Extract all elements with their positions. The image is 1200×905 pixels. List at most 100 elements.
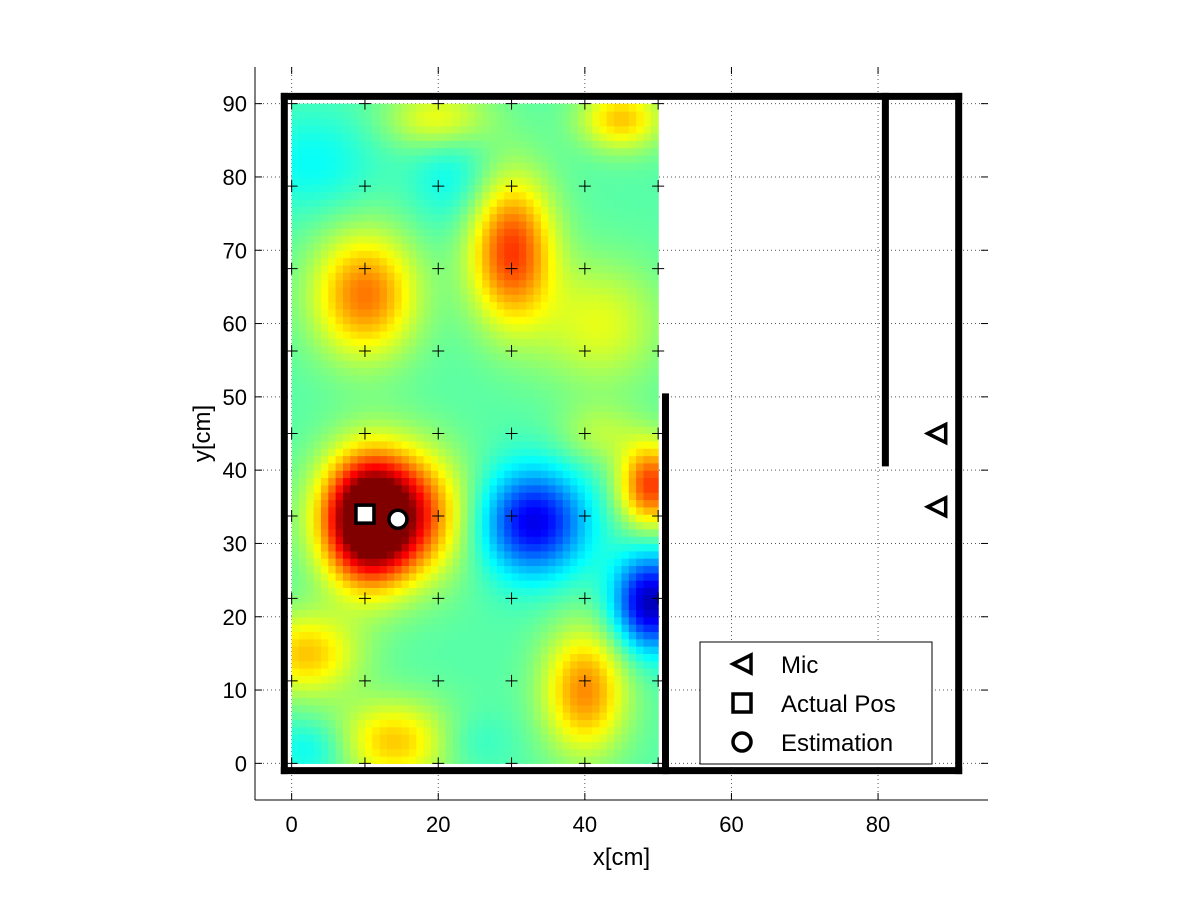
heatmap-cell: [430, 580, 439, 589]
x-axis-label: x[cm]: [593, 844, 650, 871]
heatmap-cell: [416, 668, 425, 676]
heatmap-cell: [320, 191, 329, 200]
heatmap-cell: [584, 558, 593, 567]
heatmap-cell: [320, 242, 329, 251]
heatmap-cell: [518, 492, 527, 501]
heatmap-cell: [335, 550, 344, 559]
heatmap-cell: [636, 558, 645, 567]
heatmap-cell: [636, 448, 645, 457]
heatmap-cell: [548, 572, 557, 581]
heatmap-cell: [291, 572, 300, 581]
heatmap-cell: [599, 250, 608, 259]
heatmap-cell: [423, 572, 432, 581]
heatmap-cell: [452, 228, 461, 237]
heatmap-cell: [423, 396, 432, 405]
heatmap-cell: [394, 704, 403, 713]
heatmap-cell: [401, 418, 410, 427]
heatmap-cell: [291, 147, 300, 156]
heatmap-cell: [416, 110, 425, 119]
heatmap-cell: [643, 294, 652, 303]
heatmap-cell: [592, 440, 601, 449]
heatmap-cell: [328, 521, 337, 530]
heatmap-cell: [445, 741, 454, 750]
heatmap-cell: [291, 301, 300, 310]
heatmap-cell: [621, 132, 630, 141]
heatmap-cell: [526, 110, 535, 119]
heatmap-cell: [577, 110, 586, 119]
heatmap-cell: [482, 242, 491, 251]
heatmap-cell: [496, 580, 505, 589]
heatmap-cell: [467, 220, 476, 229]
heatmap-cell: [562, 756, 571, 764]
heatmap-cell: [445, 286, 454, 295]
heatmap-cell: [430, 726, 439, 735]
heatmap-cell: [599, 587, 608, 596]
heatmap-cell: [452, 396, 461, 405]
heatmap-cell: [416, 536, 425, 545]
heatmap-cell: [562, 653, 571, 662]
heatmap-cell: [298, 294, 307, 303]
heatmap-cell: [562, 521, 571, 530]
heatmap-cell: [372, 499, 381, 508]
heatmap-cell: [320, 734, 329, 742]
heatmap-cell: [496, 323, 505, 332]
heatmap-cell: [430, 110, 439, 119]
heatmap-cell: [438, 609, 447, 618]
heatmap-cell: [416, 682, 425, 691]
heatmap-cell: [291, 653, 300, 662]
heatmap-cell: [504, 191, 513, 200]
heatmap-cell: [599, 308, 608, 317]
heatmap-cell: [379, 587, 388, 596]
heatmap-cell: [606, 103, 615, 112]
heatmap-cell: [650, 492, 659, 501]
heatmap-cell: [313, 631, 322, 640]
heatmap-cell: [606, 242, 615, 251]
heatmap-cell: [533, 704, 542, 713]
heatmap-cell: [606, 316, 615, 325]
heatmap-cell: [328, 184, 337, 193]
heatmap-cell: [482, 756, 491, 764]
heatmap-cell: [504, 323, 513, 332]
heatmap-cell: [592, 367, 601, 376]
heatmap-cell: [599, 389, 608, 398]
heatmap-cell: [555, 301, 564, 310]
heatmap-cell: [335, 330, 344, 339]
heatmap-cell: [496, 389, 505, 398]
heatmap-cell: [438, 660, 447, 669]
heatmap-cell: [643, 352, 652, 361]
heatmap-cell: [592, 264, 601, 273]
heatmap-cell: [467, 154, 476, 163]
heatmap-cell: [614, 587, 623, 596]
heatmap-cell: [518, 330, 527, 339]
heatmap-cell: [555, 638, 564, 647]
heatmap-cell: [474, 572, 483, 581]
heatmap-cell: [291, 580, 300, 589]
heatmap-cell: [474, 257, 483, 266]
heatmap-cell: [379, 748, 388, 757]
heatmap-cell: [555, 748, 564, 757]
heatmap-cell: [320, 294, 329, 303]
heatmap-cell: [291, 294, 300, 303]
grid-marker: [505, 345, 518, 358]
heatmap-cell: [423, 250, 432, 259]
heatmap-cell: [379, 330, 388, 339]
heatmap-cell: [372, 470, 381, 479]
heatmap-cell: [460, 308, 469, 317]
heatmap-cell: [460, 660, 469, 669]
heatmap-cell: [408, 433, 417, 442]
heatmap-cell: [599, 550, 608, 559]
heatmap-cell: [592, 140, 601, 149]
heatmap-cell: [628, 624, 637, 633]
heatmap-cell: [643, 712, 652, 720]
heatmap-cell: [379, 338, 388, 347]
heatmap-cell: [313, 286, 322, 295]
heatmap-cell: [636, 741, 645, 750]
heatmap-cell: [328, 352, 337, 361]
heatmap-cell: [474, 154, 483, 163]
heatmap-cell: [511, 748, 520, 757]
heatmap-cell: [298, 235, 307, 244]
heatmap-cell: [364, 638, 373, 647]
heatmap-cell: [357, 734, 366, 742]
heatmap-cell: [364, 712, 373, 720]
heatmap-cell: [636, 103, 645, 112]
